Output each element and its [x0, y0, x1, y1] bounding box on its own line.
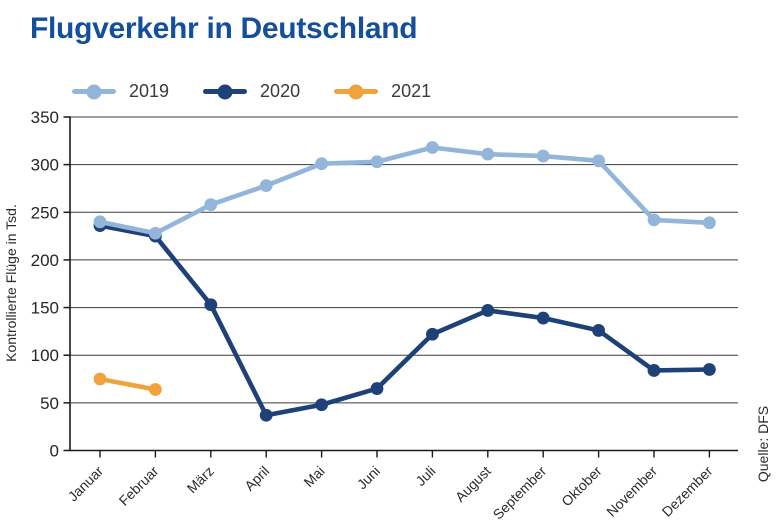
- data-point-2019-März: [204, 198, 218, 212]
- x-tick-label: November: [603, 463, 660, 520]
- x-axis-month-labels: Januar Februar März April Mai Juni Juli AugustS…: [65, 463, 716, 523]
- legend-dot-icon: [348, 84, 364, 99]
- y-tick-label: 0: [50, 442, 59, 461]
- data-point-2020-Juli: [426, 327, 439, 341]
- data-point-2020-August: [481, 304, 495, 317]
- y-tick-label: 350: [31, 108, 59, 127]
- data-point-2020-März: [204, 298, 218, 312]
- x-tick-label: Juli: [412, 463, 438, 489]
- legend-dot-icon: [217, 84, 233, 99]
- legend-label-2019: 2019: [129, 81, 170, 101]
- x-tick-label: Juni: [354, 463, 383, 492]
- data-point-2020-April: [259, 408, 273, 422]
- data-point-2019-Oktober: [592, 154, 605, 168]
- x-tick-label: Februar: [116, 463, 162, 509]
- data-point-2019-Juni: [370, 155, 384, 169]
- legend-marker-2021: [334, 84, 379, 99]
- data-point-2019-November: [647, 213, 661, 227]
- x-tick-label: Oktober: [558, 463, 605, 510]
- data-point-2020-Dezember: [703, 363, 716, 376]
- chart-legend: 2019 2020 2021: [72, 81, 431, 102]
- data-point-2019-August: [481, 147, 495, 161]
- legend-item-2019: 2019: [72, 81, 169, 102]
- legend-label-2020: 2020: [260, 81, 301, 101]
- y-axis-title: Kontrollierte Flüge in Tsd.: [3, 204, 19, 362]
- source-note: Quelle: DFS: [755, 406, 771, 482]
- y-tick-label: 250: [31, 203, 59, 222]
- y-tick-label: 300: [31, 156, 59, 175]
- series-2021: [93, 372, 162, 396]
- gridlines: [70, 116, 738, 404]
- series-2019: [93, 141, 716, 240]
- data-point-2021-Februar: [149, 383, 162, 396]
- data-point-2020-September: [536, 311, 550, 325]
- legend-marker-2020: [203, 84, 248, 99]
- data-point-2019-April: [259, 179, 273, 193]
- data-point-2019-Dezember: [703, 216, 716, 230]
- y-axis-tick-labels: 0 50 100 150 200 250 300 350: [31, 108, 59, 461]
- data-point-2019-Mai: [315, 157, 328, 171]
- data-point-2020-November: [647, 364, 661, 377]
- data-point-2020-Mai: [315, 398, 328, 412]
- y-tick-label: 50: [40, 394, 59, 413]
- x-tick-label: Mai: [300, 463, 327, 490]
- x-tick-label: Januar: [65, 463, 107, 505]
- x-tick-label: September: [490, 463, 550, 523]
- legend-dot-icon: [86, 84, 102, 99]
- series-2020: [93, 219, 716, 422]
- axes: [63, 116, 738, 458]
- legend-marker-2019: [72, 84, 116, 99]
- chart-title: Flugverkehr in Deutschland: [30, 12, 418, 45]
- data-point-2019-Februar: [149, 226, 162, 240]
- legend-item-2020: 2020: [203, 81, 300, 102]
- x-tick-label: April: [241, 463, 272, 494]
- data-point-2020-Juni: [370, 382, 384, 395]
- y-tick-label: 150: [31, 299, 59, 318]
- data-point-2019-September: [536, 149, 550, 163]
- x-tick-label: Dezember: [659, 463, 716, 520]
- y-tick-label: 200: [31, 251, 59, 270]
- data-point-2021-Januar: [93, 372, 107, 386]
- y-tick-label: 100: [31, 346, 59, 365]
- legend-item-2021: 2021: [334, 81, 431, 102]
- data-point-2020-Oktober: [592, 324, 605, 337]
- x-tick-label: März: [184, 463, 217, 496]
- legend-label-2021: 2021: [391, 81, 432, 101]
- data-point-2019-Januar: [93, 215, 107, 229]
- x-tick-label: August: [452, 463, 494, 505]
- data-point-2019-Juli: [426, 141, 439, 154]
